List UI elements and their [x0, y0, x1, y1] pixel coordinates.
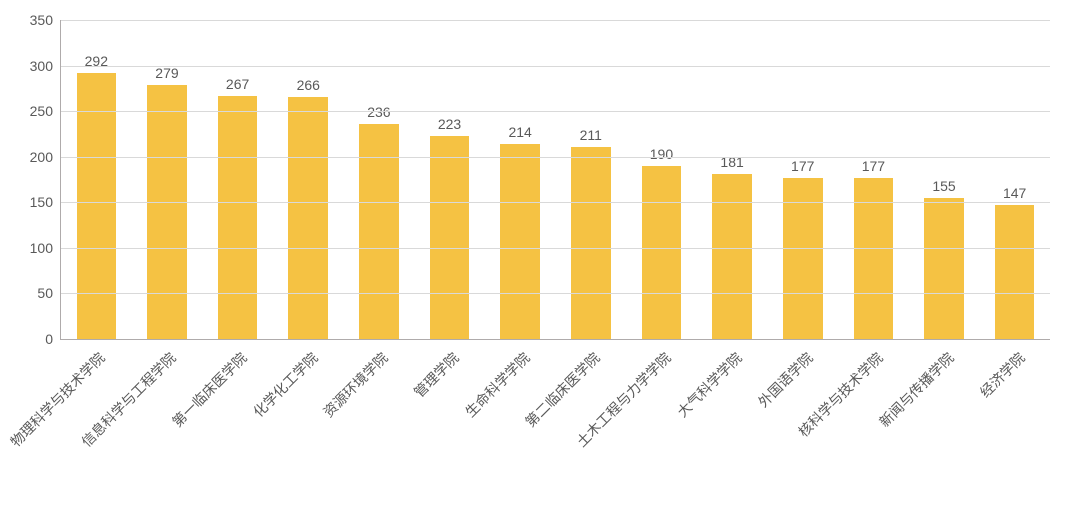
bar-chart: 292 279 267 266 236 223 214 211 190 181 177 177 155 1… — [0, 0, 1080, 532]
bar — [147, 85, 187, 339]
xlabel-slot: 核科学与技术学院 — [838, 342, 909, 522]
bar — [924, 198, 964, 339]
ytick-label: 350 — [30, 12, 53, 28]
x-axis-labels: 物理科学与技术学院信息科学与工程学院第一临床医学院化学化工学院资源环境学院管理学… — [60, 342, 1050, 522]
bar-value-label: 223 — [438, 116, 461, 132]
xlabel-slot: 生命科学学院 — [484, 342, 555, 522]
gridline — [61, 20, 1050, 21]
ytick-label: 300 — [30, 58, 53, 74]
xlabel-slot: 土木工程与力学学院 — [626, 342, 697, 522]
ytick-label: 200 — [30, 149, 53, 165]
xlabel-slot: 资源环境学院 — [343, 342, 414, 522]
bar-value-label: 190 — [650, 146, 673, 162]
bar-slot: 181 — [697, 20, 768, 339]
bar — [995, 205, 1035, 339]
bar-value-label: 266 — [297, 77, 320, 93]
bars-group: 292 279 267 266 236 223 214 211 190 181 177 177 155 1… — [61, 20, 1050, 339]
bar-slot: 147 — [979, 20, 1050, 339]
bar-slot: 155 — [909, 20, 980, 339]
gridline — [61, 293, 1050, 294]
bar — [571, 147, 611, 339]
bar — [430, 136, 470, 339]
bar-value-label: 279 — [155, 65, 178, 81]
bar-slot: 267 — [202, 20, 273, 339]
bar — [218, 96, 258, 339]
x-axis-category-label: 管理学院 — [409, 348, 463, 402]
ytick-label: 0 — [45, 331, 53, 347]
plot-area: 292 279 267 266 236 223 214 211 190 181 177 177 155 1… — [60, 20, 1050, 340]
xlabel-slot: 经济学院 — [979, 342, 1050, 522]
bar-value-label: 211 — [580, 127, 602, 143]
x-axis-category-label: 经济学院 — [975, 348, 1029, 402]
bar-slot: 211 — [555, 20, 626, 339]
bar-slot: 236 — [344, 20, 415, 339]
gridline — [61, 202, 1050, 203]
bar — [642, 166, 682, 339]
bar-slot: 177 — [767, 20, 838, 339]
bar-slot: 214 — [485, 20, 556, 339]
bar-value-label: 147 — [1003, 185, 1026, 201]
bar-slot: 177 — [838, 20, 909, 339]
bar-value-label: 155 — [932, 178, 955, 194]
bar — [500, 144, 540, 339]
ytick-label: 100 — [30, 240, 53, 256]
bar-value-label: 177 — [791, 158, 814, 174]
xlabel-slot: 新闻与传播学院 — [909, 342, 980, 522]
gridline — [61, 66, 1050, 67]
ytick-label: 250 — [30, 103, 53, 119]
bar — [288, 97, 328, 339]
bar-value-label: 177 — [862, 158, 885, 174]
ytick-label: 150 — [30, 194, 53, 210]
bar — [77, 73, 117, 339]
xlabel-slot: 管理学院 — [414, 342, 485, 522]
xlabel-slot: 化学化工学院 — [272, 342, 343, 522]
bar-slot: 223 — [414, 20, 485, 339]
bar-value-label: 267 — [226, 76, 249, 92]
bar — [712, 174, 752, 339]
gridline — [61, 248, 1050, 249]
xlabel-slot: 信息科学与工程学院 — [131, 342, 202, 522]
bar-slot: 190 — [626, 20, 697, 339]
bar-value-label: 214 — [508, 124, 531, 140]
bar-slot: 266 — [273, 20, 344, 339]
ytick-label: 50 — [37, 285, 53, 301]
gridline — [61, 157, 1050, 158]
bar-slot: 292 — [61, 20, 132, 339]
bar-slot: 279 — [132, 20, 203, 339]
xlabel-slot: 第一临床医学院 — [201, 342, 272, 522]
gridline — [61, 111, 1050, 112]
xlabel-slot: 大气科学学院 — [696, 342, 767, 522]
